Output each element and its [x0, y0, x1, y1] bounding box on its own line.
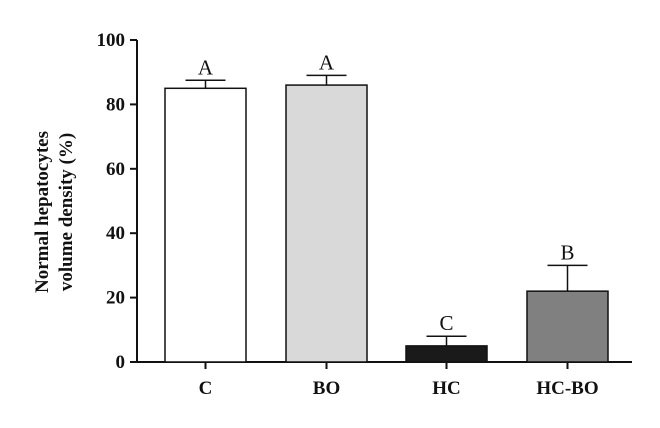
y-axis-title: Normal hepatocytes volume density (%)	[32, 131, 77, 293]
y-axis-title-line-2: volume density (%)	[56, 133, 77, 291]
y-tick-label: 60	[106, 159, 125, 180]
x-category-label: HC	[432, 378, 461, 399]
plot-area: 0 20 40 60 80 100 A C A BO C HC B HC-BO	[97, 30, 632, 399]
x-category-label: HC-BO	[536, 378, 598, 399]
x-category-label: BO	[313, 378, 340, 399]
bar	[526, 290, 609, 363]
y-axis-title-line-1: Normal hepatocytes	[32, 131, 53, 293]
significance-letter: A	[198, 55, 214, 79]
significance-letter: A	[319, 50, 335, 74]
y-tick-label: 40	[106, 223, 125, 244]
x-category-label: C	[199, 378, 213, 399]
significance-letter: C	[439, 311, 453, 335]
y-tick-label: 100	[97, 30, 126, 51]
bar	[164, 87, 247, 363]
y-tick-label: 20	[106, 288, 125, 309]
bar	[285, 84, 368, 363]
y-tick-label: 80	[106, 94, 125, 115]
bar	[405, 345, 488, 363]
y-tick-label: 0	[116, 352, 126, 373]
significance-letter: B	[560, 240, 574, 264]
